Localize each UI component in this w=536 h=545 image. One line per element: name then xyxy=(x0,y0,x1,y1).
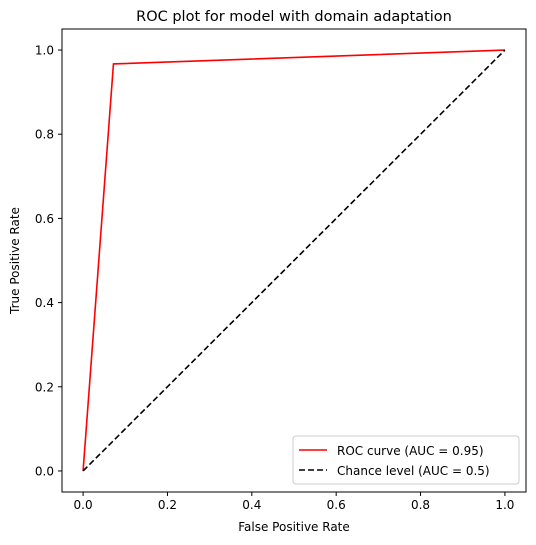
x-tick-label: 0.4 xyxy=(242,498,261,512)
x-tick-label: 0.0 xyxy=(74,498,93,512)
series-line-roc-curve xyxy=(82,49,505,472)
x-tick-label: 0.2 xyxy=(158,498,177,512)
lines-layer xyxy=(82,49,506,472)
x-tick-label: 1.0 xyxy=(495,498,514,512)
legend-box xyxy=(292,435,520,485)
y-tick-label: 0.6 xyxy=(35,212,54,226)
series-line-chance-level xyxy=(82,49,506,472)
y-tick-label: 1.0 xyxy=(35,44,54,58)
x-axis-label: False Positive Rate xyxy=(238,520,350,534)
chart-title: ROC plot for model with domain adaptatio… xyxy=(136,9,452,25)
legend-label-chance-level: Chance level (AUC = 0.5) xyxy=(337,464,490,478)
plot-frame xyxy=(61,28,527,493)
y-tick-label: 0.2 xyxy=(35,380,54,394)
y-tick-label: 0.0 xyxy=(35,464,54,478)
legend: ROC curve (AUC = 0.95) Chance level (AUC… xyxy=(292,435,520,485)
plot-area xyxy=(61,28,527,493)
x-tick-label: 0.6 xyxy=(327,498,346,512)
y-tick-label: 0.8 xyxy=(35,128,54,142)
legend-label-roc-curve: ROC curve (AUC = 0.95) xyxy=(337,444,484,458)
y-axis: 0.0 0.2 0.4 0.6 0.8 1.0 xyxy=(35,44,62,478)
y-tick-label: 0.4 xyxy=(35,296,54,310)
y-axis-label: True Positive Rate xyxy=(8,207,22,315)
x-tick-label: 0.8 xyxy=(411,498,430,512)
x-axis: 0.0 0.2 0.4 0.6 0.8 1.0 xyxy=(74,492,514,512)
